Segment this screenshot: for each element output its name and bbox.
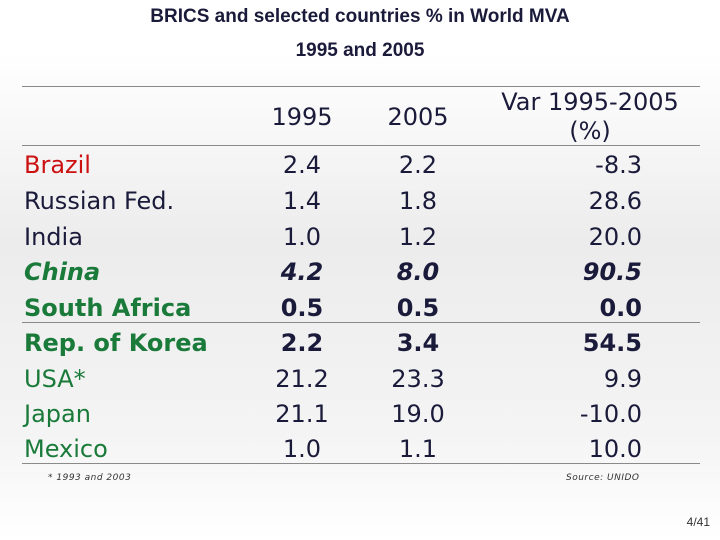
value-variation: 0.0 bbox=[599, 294, 642, 322]
country-name: Japan bbox=[24, 400, 91, 428]
value-1995: 1.0 bbox=[282, 223, 322, 251]
value-2005: 2.2 bbox=[398, 151, 438, 179]
value-variation: 9.9 bbox=[603, 365, 642, 393]
country-name: Russian Fed. bbox=[24, 187, 175, 215]
table-top-rule bbox=[22, 86, 700, 87]
value-variation: 20.0 bbox=[588, 223, 642, 251]
country-name: Rep. of Korea bbox=[24, 329, 208, 357]
page-number: 4/41 bbox=[686, 515, 710, 529]
value-2005: 8.0 bbox=[396, 258, 440, 286]
value-variation: 54.5 bbox=[582, 329, 642, 357]
table-header-rule bbox=[22, 145, 700, 146]
country-name: South Africa bbox=[24, 294, 192, 322]
value-2005: 1.2 bbox=[398, 223, 438, 251]
value-2005: 0.5 bbox=[396, 294, 440, 322]
country-name: India bbox=[24, 223, 83, 251]
value-1995: 1.0 bbox=[282, 435, 322, 463]
value-2005: 23.3 bbox=[391, 365, 445, 393]
value-2005: 1.8 bbox=[398, 187, 438, 215]
slide-subtitle: 1995 and 2005 bbox=[295, 40, 425, 61]
value-2005: 3.4 bbox=[396, 329, 440, 357]
table-mid-rule bbox=[22, 322, 700, 323]
country-name: Mexico bbox=[24, 435, 108, 463]
country-name: USA* bbox=[24, 365, 86, 393]
country-name: China bbox=[24, 258, 101, 286]
value-1995: 21.1 bbox=[275, 400, 329, 428]
value-variation: 90.5 bbox=[582, 258, 642, 286]
footnote: * 1993 and 2003 bbox=[48, 473, 132, 483]
value-1995: 0.5 bbox=[280, 294, 324, 322]
value-variation: -10.0 bbox=[579, 400, 642, 428]
value-1995: 4.2 bbox=[280, 258, 324, 286]
country-name: Brazil bbox=[24, 151, 91, 179]
value-variation: 28.6 bbox=[588, 187, 642, 215]
table-bottom-rule bbox=[22, 463, 700, 464]
slide-title: BRICS and selected countries % in World … bbox=[150, 6, 570, 27]
value-2005: 19.0 bbox=[391, 400, 445, 428]
source-note: Source: UNIDO bbox=[566, 473, 640, 483]
value-1995: 1.4 bbox=[282, 187, 322, 215]
header-variation: Var 1995-2005 (%) bbox=[501, 88, 679, 145]
value-variation: -8.3 bbox=[595, 151, 642, 179]
value-1995: 2.2 bbox=[280, 329, 324, 357]
value-1995: 2.4 bbox=[282, 151, 322, 179]
header-2005: 2005 bbox=[387, 103, 449, 131]
value-2005: 1.1 bbox=[398, 435, 438, 463]
value-1995: 21.2 bbox=[275, 365, 329, 393]
header-1995: 1995 bbox=[271, 103, 333, 131]
value-variation: 10.0 bbox=[588, 435, 642, 463]
